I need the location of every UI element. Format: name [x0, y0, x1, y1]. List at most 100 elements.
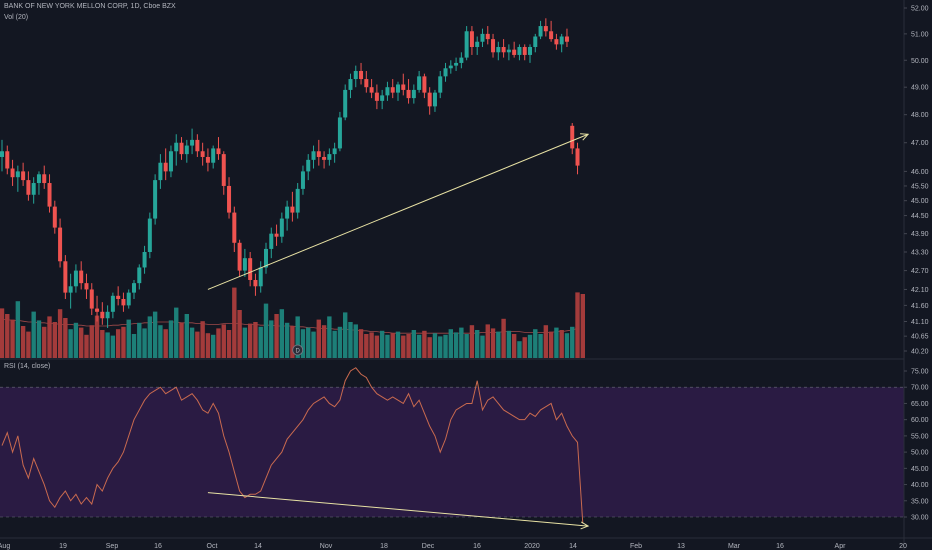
candle [95, 295, 100, 322]
candle-body [68, 286, 73, 293]
volume-bar [137, 322, 142, 358]
volume-bar [100, 330, 105, 358]
candle-body [401, 84, 406, 90]
volume-bar [15, 301, 21, 358]
volume-bar [300, 329, 306, 358]
volume-bar [369, 332, 374, 358]
candle-body [110, 295, 115, 312]
candle [216, 137, 221, 160]
volume-bar [163, 329, 168, 358]
candle [443, 62, 448, 82]
volume-bar [306, 327, 311, 358]
candle-body [485, 33, 490, 40]
candle [427, 87, 432, 115]
volume-bar [548, 331, 554, 358]
price-tick-label: 47.00 [911, 140, 929, 147]
candle-body [374, 92, 379, 101]
candle [501, 39, 506, 58]
volume-bar [84, 334, 89, 358]
candle-body [89, 289, 94, 309]
volume-bar [464, 334, 469, 358]
volume-bars [0, 287, 585, 358]
candle [195, 134, 200, 157]
candle [469, 26, 474, 55]
time-tick-label: 14 [569, 543, 577, 550]
volume-bar [390, 333, 395, 358]
candle-body [528, 47, 532, 55]
rsi-tick-label: 75.00 [911, 369, 929, 376]
candle-body [538, 26, 543, 37]
candle-body [459, 57, 464, 63]
candle [31, 177, 36, 204]
volume-bar [247, 323, 253, 358]
time-tick-label: 13 [677, 543, 685, 550]
time-axis: Aug 19 Sep 16 Oct 14 Nov 18 Dec 16 2020 14 Feb 13 Mar 1… [0, 543, 907, 550]
volume-bar [559, 330, 564, 358]
rsi-tick-label: 30.00 [911, 515, 929, 522]
candle [322, 151, 327, 169]
candle [190, 128, 195, 155]
volume-bar [284, 322, 290, 358]
volume-bar [253, 322, 258, 358]
volume-bar [221, 324, 226, 358]
candle [300, 165, 305, 195]
dividend-marker[interactable]: D [292, 344, 304, 356]
candle [110, 292, 115, 319]
price-tick-label: 45.00 [911, 198, 929, 205]
volume-bar [52, 322, 57, 358]
candle-body [237, 242, 242, 271]
candle [100, 302, 105, 325]
candle-body [179, 142, 184, 155]
candle-body [274, 233, 279, 237]
candle [279, 212, 284, 243]
candle-body [36, 174, 41, 184]
candle-body [147, 218, 152, 253]
candle [528, 44, 532, 63]
volume-bar [195, 331, 200, 358]
candle-body [184, 145, 189, 155]
volume-bar [68, 329, 73, 358]
candle [316, 139, 321, 166]
candle [390, 79, 395, 99]
rsi-tick-label: 40.00 [911, 482, 929, 489]
volume-bar [189, 327, 195, 358]
volume-bar [0, 308, 5, 358]
candle [480, 28, 485, 48]
volume-bar [316, 319, 321, 358]
candle-body [300, 171, 305, 189]
price-tick-label: 44.50 [911, 213, 929, 220]
candle [237, 239, 242, 277]
candle-body [564, 36, 569, 42]
volume-bar [580, 294, 585, 358]
candle-body [158, 162, 163, 181]
candle-body [10, 168, 15, 178]
volume-bar [200, 321, 205, 358]
candle [116, 286, 121, 306]
volume-bar [232, 287, 237, 358]
volume-bar [42, 326, 47, 358]
volume-bar [443, 334, 448, 358]
candle [517, 44, 522, 61]
candle [359, 62, 364, 85]
volume-bar [57, 309, 63, 358]
price-tick-label: 40.65 [911, 334, 929, 341]
volume-bar [538, 334, 543, 358]
rsi-band-fill [0, 387, 904, 517]
candle [221, 151, 226, 195]
candle-body [469, 31, 474, 48]
volume-bar [237, 310, 242, 358]
time-tick-label: 16 [776, 543, 784, 550]
volume-bar [348, 322, 353, 358]
volume-bar [543, 325, 549, 358]
volume-bar [147, 316, 153, 358]
candle-body [73, 270, 78, 287]
candle [142, 245, 147, 274]
volume-bar [269, 320, 274, 358]
rsi-tick-label: 70.00 [911, 385, 929, 392]
volume-bar [152, 311, 158, 358]
candle-body [100, 311, 105, 319]
candle-body [200, 151, 205, 157]
candle [533, 33, 538, 53]
